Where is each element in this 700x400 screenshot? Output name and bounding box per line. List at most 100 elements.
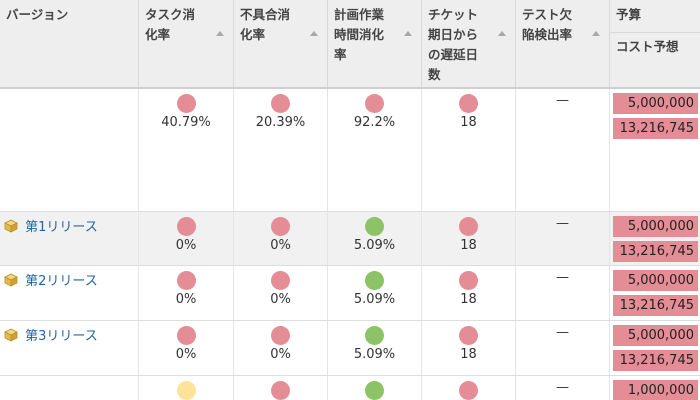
column-header-bug-rate[interactable]: 不具合消 化率 [234,0,328,87]
status-dot-icon [271,381,290,400]
column-header-test-defect-rate[interactable]: テスト欠 陥検出率 [516,0,610,87]
ticket-delay-cell: 18 [422,266,516,320]
sort-arrow-icon[interactable] [310,31,318,36]
test-rate-cell: — [516,321,610,375]
sort-arrow-icon[interactable] [592,31,600,36]
cost-forecast-value: 13,216,745 [613,118,698,139]
budget-value: 5,000,000 [613,325,698,346]
bug-rate-cell: 0% [234,212,328,265]
version-link[interactable]: 第2リリース [25,274,98,289]
column-header-task-rate[interactable]: タスク消 化率 [139,0,234,87]
plan-hours-header-line1: 計画作業 [334,7,385,22]
status-dot-icon [271,94,290,113]
version-link[interactable]: 第3リリース [25,329,98,344]
bug-rate-header-line2: 化率 [240,27,266,42]
version-cell: 第1リリース [0,212,139,265]
version-cell [0,376,139,400]
budget-value: 5,000,000 [613,216,698,237]
status-dot-icon [365,326,384,345]
task-rate-cell: 0% [139,212,234,265]
budget-cell: 5,000,000 13,216,745 [610,89,700,211]
version-link[interactable]: 第1リリース [25,220,98,235]
test-rate-cell: — [516,212,610,265]
test-rate-value: — [556,325,569,340]
package-icon [4,219,18,233]
status-dot-icon [176,94,196,113]
cost-forecast-value: 13,216,745 [613,241,698,262]
table-row: 40.79% 20.39% 92.2% 18 — 5,000,000 13,21… [0,89,700,212]
bug-rate-header-line1: 不具合消 [240,7,291,22]
plan-rate-value: 5.09% [353,238,396,253]
test-rate-cell: — [516,266,610,320]
version-cell: 第2リリース [0,266,139,320]
task-rate-cell: 40.79% [139,89,234,211]
ticket-delay-cell: 18 [422,89,516,211]
table-header: バージョン タスク消 化率 不具合消 化率 計画作業 時間消化 率 チケット 期… [0,0,700,89]
status-dot-icon [271,271,290,290]
delay-days-value: 18 [460,347,477,362]
status-dot-icon [365,217,384,236]
plan-hours-cell: 92.2% [328,89,422,211]
bug-rate-cell [234,376,328,400]
test-header-line2: 陥検出率 [522,27,573,42]
plan-hours-cell: 5.09% [328,266,422,320]
bug-rate-value: 0% [270,238,291,253]
plan-hours-header-line3: 率 [334,47,347,62]
plan-hours-cell: 5.09% [328,321,422,375]
status-dot-icon [365,271,384,290]
task-rate-value: 40.79% [161,115,211,130]
column-header-ticket-delay[interactable]: チケット 期日から の遅延日 数 [422,0,516,87]
plan-hours-header-line2: 時間消化 [334,27,385,42]
cost-forecast-value: 13,216,745 [613,350,698,371]
status-dot-icon [271,326,290,345]
budget-cell: 5,000,000 13,216,745 [610,321,700,375]
bug-rate-value: 0% [270,292,291,307]
budget-value: 1,000,000 [613,380,698,400]
task-rate-value: 0% [175,347,197,362]
ticket-delay-cell [422,376,516,400]
plan-rate-value: 5.09% [353,347,396,362]
column-header-budget[interactable]: 予算 コスト予想 [610,0,700,87]
column-header-version[interactable]: バージョン [0,0,139,87]
budget-cell: 1,000,000 [610,376,700,400]
test-header-line1: テスト欠 [522,7,573,22]
delay-days-value: 18 [460,292,477,307]
budget-cell: 5,000,000 13,216,745 [610,212,700,265]
status-dot-icon [365,381,384,400]
status-dot-icon [176,271,196,290]
budget-value: 5,000,000 [613,270,698,291]
sort-arrow-icon[interactable] [498,31,506,36]
task-rate-cell [139,376,234,400]
table-row: 第1リリース 0% 0% 5.09% 18 — 5,000,000 13,216… [0,212,700,266]
budget-value: 5,000,000 [613,93,698,114]
version-cell: 第3リリース [0,321,139,375]
status-dot-icon [459,271,478,290]
bug-rate-value: 20.39% [255,115,306,130]
table-row: — 1,000,000 [0,376,700,400]
test-rate-value: — [556,93,569,108]
task-rate-header-line1: タスク消 [145,7,196,22]
task-rate-value: 0% [175,292,197,307]
test-rate-value: — [556,216,569,231]
table-row: 第2リリース 0% 0% 5.09% 18 — 5,000,000 13,216… [0,266,700,321]
plan-hours-cell: 5.09% [328,212,422,265]
task-rate-cell: 0% [139,266,234,320]
test-rate-value: — [556,380,569,395]
bug-rate-cell: 20.39% [234,89,328,211]
status-dot-icon [271,217,290,236]
budget-cell: 5,000,000 13,216,745 [610,266,700,320]
cost-forecast-value: 13,216,745 [613,295,698,316]
sort-arrow-icon[interactable] [216,31,224,36]
column-header-plan-hours[interactable]: 計画作業 時間消化 率 [328,0,422,87]
plan-rate-value: 92.2% [353,115,396,130]
task-rate-header-line2: 化率 [145,27,171,42]
test-rate-cell: — [516,376,610,400]
package-icon [4,273,18,287]
delay-days-value: 18 [460,115,477,130]
status-dot-icon [459,94,478,113]
version-cell [0,89,139,211]
status-dot-icon [176,217,196,236]
sort-arrow-icon[interactable] [404,31,412,36]
ticket-delay-header-line3: の遅延日 [428,47,479,62]
